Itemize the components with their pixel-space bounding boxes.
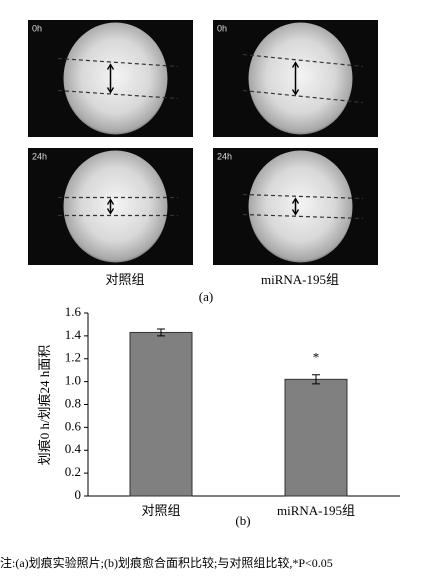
y-tick-label: 1.6: [65, 304, 82, 319]
panel-caption: (a): [199, 289, 213, 304]
cell-field: [63, 150, 168, 263]
bar: [129, 331, 193, 497]
y-tick-label: 0.6: [65, 418, 82, 433]
scratch-edge: [242, 53, 364, 68]
scratch-edge: [57, 57, 179, 68]
image-label: 0h: [32, 23, 42, 33]
y-tick-label: 1.4: [65, 327, 82, 342]
image-label: 24h: [32, 151, 47, 161]
y-tick-label: 1.0: [65, 373, 81, 388]
arrow-head: [106, 198, 115, 215]
note: 注:(a)划痕实验照片;(b)划痕愈合面积比较;与对照组比较,*P<0.05: [0, 555, 333, 570]
column-label: miRNA-195组: [261, 272, 339, 287]
scratch-edge: [57, 89, 179, 100]
scratch-edge: [242, 213, 364, 220]
column-label: 对照组: [105, 272, 144, 287]
cell-field: [63, 22, 168, 135]
y-tick-label: 0.2: [65, 464, 81, 479]
panel-caption: (b): [235, 513, 250, 528]
y-tick-label: 0.8: [65, 395, 81, 410]
cell-field: [248, 150, 353, 263]
y-tick-label: 1.2: [65, 350, 81, 365]
scratch-edge: [242, 193, 364, 200]
cell-field: [248, 22, 353, 135]
arrow-head: [106, 63, 115, 94]
x-tick-label: 对照组: [141, 503, 180, 518]
image-label: 0h: [217, 23, 227, 33]
error-bar: [312, 374, 320, 385]
bar: [284, 378, 348, 497]
scratch-edge: [242, 89, 364, 104]
x-tick-label: miRNA-195组: [277, 503, 355, 518]
significance-label: *: [313, 350, 320, 365]
y-axis-label: 划痕0 h/划痕24 h面积: [37, 345, 52, 466]
error-bar: [157, 328, 165, 337]
arrow-head: [291, 61, 300, 96]
image-label: 24h: [217, 151, 232, 161]
y-tick-label: 0.4: [65, 441, 82, 456]
arrow-head: [291, 197, 300, 216]
y-tick-label: 0: [75, 487, 82, 502]
